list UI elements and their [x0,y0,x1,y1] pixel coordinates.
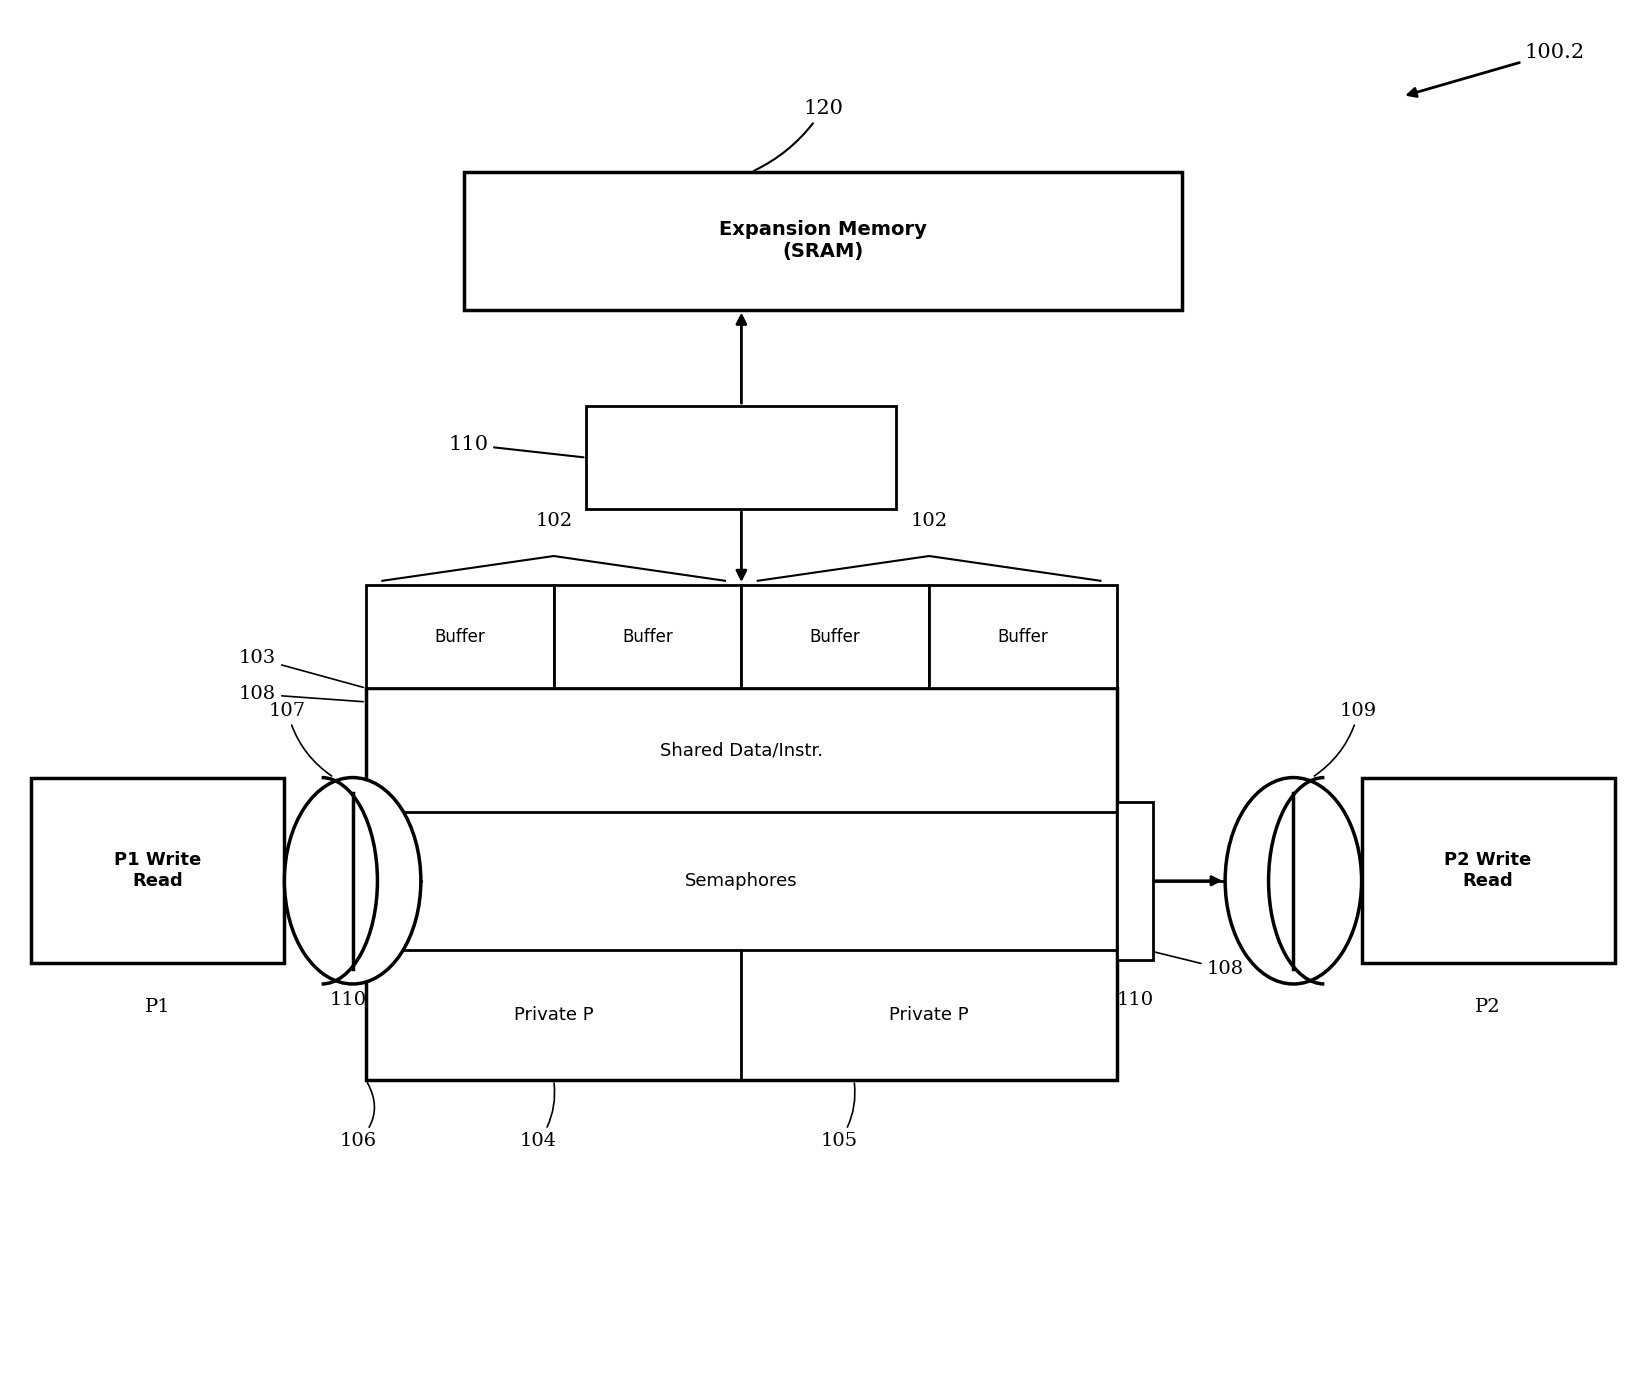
Text: Buffer: Buffer [622,627,673,645]
Text: 120: 120 [754,99,843,171]
Text: 103: 103 [239,649,364,688]
FancyBboxPatch shape [553,585,741,688]
FancyBboxPatch shape [464,172,1182,310]
Text: P1: P1 [145,998,171,1016]
Text: 110: 110 [329,991,367,1009]
FancyBboxPatch shape [31,777,285,963]
FancyBboxPatch shape [1116,802,1152,960]
Text: 108: 108 [1119,944,1244,979]
Text: Buffer: Buffer [435,627,486,645]
FancyBboxPatch shape [365,688,1116,1080]
FancyBboxPatch shape [331,802,365,960]
Text: Buffer: Buffer [810,627,861,645]
FancyBboxPatch shape [928,585,1116,688]
Text: Private P: Private P [514,1006,594,1024]
Text: Shared Data/Instr.: Shared Data/Instr. [660,741,823,759]
Text: 108: 108 [239,685,364,703]
Text: P2 Write
Read: P2 Write Read [1445,851,1532,890]
Text: 104: 104 [520,1083,558,1151]
Text: 100.2: 100.2 [1407,43,1585,96]
Text: 110: 110 [1116,991,1154,1009]
Text: 105: 105 [820,1083,858,1151]
Text: 107: 107 [268,702,332,776]
Text: P1 Write
Read: P1 Write Read [114,851,201,890]
Text: 106: 106 [339,1083,377,1151]
FancyBboxPatch shape [365,585,553,688]
FancyBboxPatch shape [741,585,928,688]
Text: 109: 109 [1314,702,1378,776]
Ellipse shape [1225,777,1361,984]
FancyBboxPatch shape [1361,777,1615,963]
Text: Expansion Memory
(SRAM): Expansion Memory (SRAM) [719,221,927,261]
Text: 102: 102 [910,512,948,530]
Text: P2: P2 [1475,998,1501,1016]
Ellipse shape [285,777,421,984]
Text: Private P: Private P [889,1006,969,1024]
Text: Buffer: Buffer [997,627,1049,645]
Text: 110: 110 [448,435,584,457]
Text: Semaphores: Semaphores [685,872,798,890]
Text: 102: 102 [535,512,573,530]
FancyBboxPatch shape [586,406,897,509]
